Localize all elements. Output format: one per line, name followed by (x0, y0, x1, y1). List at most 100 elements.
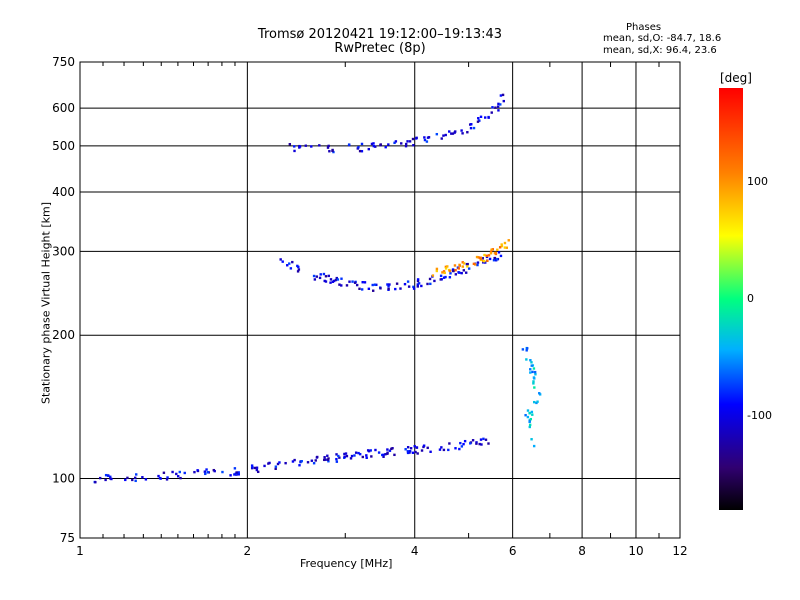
data-point (462, 269, 466, 272)
data-point (532, 400, 536, 404)
data-point (345, 284, 349, 287)
data-point (448, 276, 452, 279)
data-point (460, 129, 463, 132)
y-tick-label: 600 (52, 101, 75, 115)
data-point (423, 138, 427, 142)
data-point (250, 464, 254, 467)
data-point (318, 276, 322, 280)
data-point (461, 132, 464, 135)
data-point (293, 149, 296, 153)
data-point (525, 358, 528, 361)
data-point (416, 283, 419, 286)
y-tick-label: 500 (52, 139, 75, 153)
data-point (229, 474, 232, 477)
data-point (478, 119, 481, 122)
data-point (448, 130, 451, 133)
data-point (444, 133, 447, 137)
chart-title: Tromsø 20120421 19:12:00–19:13:43 (257, 27, 503, 42)
data-point (335, 457, 338, 461)
data-point (443, 271, 446, 275)
data-point (531, 370, 534, 374)
data-point (234, 472, 238, 475)
data-point (365, 454, 368, 457)
data-point (360, 150, 364, 153)
data-point (442, 270, 446, 273)
data-point (429, 450, 432, 453)
data-point (533, 377, 536, 380)
data-point (460, 271, 463, 275)
data-point (314, 459, 317, 462)
data-point (391, 447, 394, 450)
y-tick-label: 200 (52, 328, 75, 342)
data-point (291, 460, 295, 463)
data-point (444, 267, 448, 270)
data-point (538, 392, 541, 395)
data-point (470, 123, 473, 126)
data-point (351, 280, 354, 283)
data-point (406, 450, 410, 453)
data-point (452, 269, 455, 273)
y-axis-label: Stationary phase Virtual Height [km] (39, 201, 53, 405)
data-point (411, 137, 415, 141)
data-point (324, 280, 328, 283)
data-point (338, 283, 341, 286)
x-tick-label: 12 (672, 544, 687, 558)
data-point (94, 480, 97, 484)
data-point (399, 287, 402, 290)
data-point (104, 478, 107, 482)
data-point (533, 386, 536, 389)
data-point (204, 472, 207, 476)
data-point (135, 473, 138, 476)
data-point (334, 278, 338, 282)
data-point (329, 278, 333, 281)
data-point (489, 252, 493, 255)
data-point (335, 453, 338, 456)
data-point (255, 468, 259, 472)
data-point (494, 106, 497, 109)
legend-title: Phases (626, 22, 662, 33)
data-point (286, 264, 289, 267)
data-point (384, 453, 387, 456)
data-point (466, 265, 469, 268)
data-point (411, 451, 415, 454)
data-point (408, 451, 411, 454)
data-point (353, 281, 357, 284)
data-point (406, 446, 410, 449)
data-point (416, 279, 420, 283)
data-point (379, 143, 382, 146)
data-point (324, 275, 328, 278)
data-point (535, 401, 538, 405)
data-point (496, 105, 500, 108)
data-point (331, 149, 334, 153)
data-point (363, 281, 367, 284)
data-point (407, 285, 411, 288)
data-point (446, 265, 449, 268)
data-point (416, 278, 420, 281)
data-point (326, 146, 330, 149)
data-point (379, 287, 382, 290)
data-point (278, 461, 281, 464)
data-point (457, 267, 460, 270)
data-point (502, 99, 505, 103)
data-point (536, 400, 539, 403)
data-point (387, 285, 390, 288)
data-point (276, 462, 280, 466)
data-point (134, 476, 137, 480)
data-point (205, 468, 208, 471)
data-point (221, 470, 224, 474)
data-point (503, 241, 507, 245)
y-tick-label: 400 (52, 185, 75, 199)
data-point (340, 277, 343, 280)
data-point (454, 447, 457, 450)
data-point (478, 256, 481, 259)
data-point (355, 283, 359, 287)
x-tick-label: 4 (411, 544, 419, 558)
data-point (403, 282, 407, 286)
data-point (499, 94, 503, 97)
data-point (531, 413, 534, 416)
data-point (475, 255, 479, 259)
legend-line-x: mean, sd,X: 96.4, 23.6 (603, 45, 717, 56)
data-point (503, 246, 507, 249)
data-point (312, 462, 316, 465)
